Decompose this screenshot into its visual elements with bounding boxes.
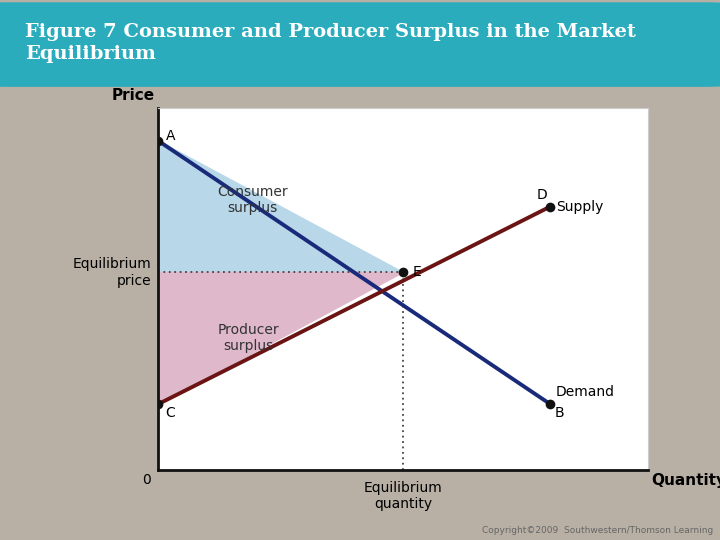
- Text: A: A: [166, 129, 175, 143]
- Text: Producer
surplus: Producer surplus: [217, 323, 279, 353]
- Polygon shape: [158, 273, 403, 404]
- Text: C: C: [166, 406, 176, 420]
- Text: Equilibrium
price: Equilibrium price: [73, 258, 151, 288]
- Text: Supply: Supply: [556, 200, 603, 214]
- Text: B: B: [555, 406, 564, 420]
- Text: D: D: [537, 188, 548, 202]
- Text: Price: Price: [112, 87, 155, 103]
- Text: Equilibrium
quantity: Equilibrium quantity: [364, 481, 443, 511]
- Text: 0: 0: [143, 472, 151, 487]
- Text: E: E: [413, 266, 422, 280]
- Polygon shape: [158, 141, 403, 273]
- Text: Figure 7 Consumer and Producer Surplus in the Market
Equilibrium: Figure 7 Consumer and Producer Surplus i…: [24, 23, 636, 63]
- FancyBboxPatch shape: [0, 2, 720, 87]
- Text: Copyright©2009  Southwestern/Thomson Learning: Copyright©2009 Southwestern/Thomson Lear…: [482, 525, 713, 535]
- Text: Consumer
surplus: Consumer surplus: [217, 185, 288, 215]
- Text: Demand: Demand: [556, 385, 615, 399]
- Text: Quantity: Quantity: [652, 472, 720, 488]
